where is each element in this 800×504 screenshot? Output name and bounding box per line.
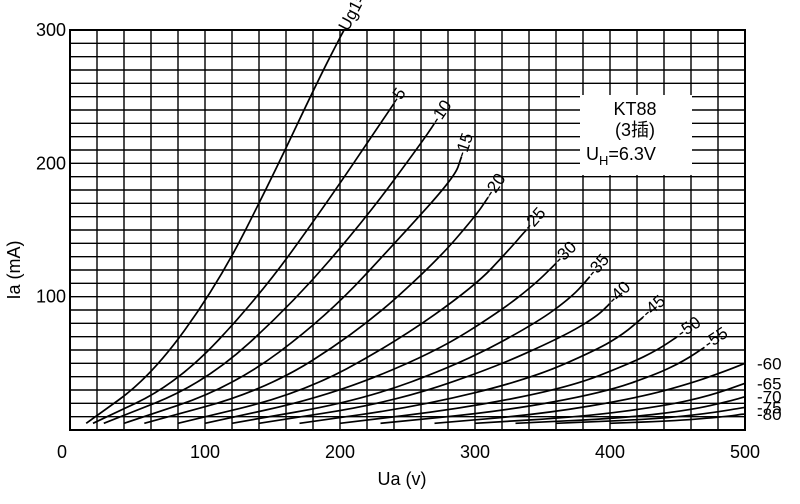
curve-label: -20 — [480, 170, 509, 201]
x-tick-label: 400 — [595, 442, 625, 462]
curve-label: -40 — [603, 277, 634, 308]
curve-labels: Ug1=0V-5-10-15-20-25-30 -35-40 -45-50-55-6… — [335, 0, 782, 424]
plot-frame — [69, 29, 746, 431]
series-curve — [515, 395, 746, 425]
tick-labels: 100 200 300 400 500 100 200 300 0 — [36, 20, 760, 462]
series-curve — [103, 122, 436, 425]
series-curve — [474, 382, 746, 425]
series-curve — [204, 262, 557, 425]
series-curve — [123, 156, 463, 425]
series-curve — [92, 102, 395, 425]
curve-label: -55 — [700, 323, 731, 352]
curves — [85, 29, 746, 425]
curve-label: Ug1=0V — [335, 0, 381, 34]
series-curve — [609, 413, 746, 425]
series-curve — [144, 195, 490, 425]
y-tick-label: 100 — [36, 287, 66, 307]
origin-label: 0 — [57, 442, 67, 462]
pin-note: (3插) — [615, 120, 655, 140]
series-curve — [555, 406, 746, 425]
x-tick-label: 100 — [190, 442, 220, 462]
curve-label: -15 — [451, 131, 477, 160]
x-tick-label: 300 — [460, 442, 490, 462]
series-curve — [339, 335, 679, 425]
series-curve — [380, 346, 705, 425]
curve-label: -70 — [757, 388, 782, 407]
series-curve — [177, 229, 528, 425]
series-curve — [258, 302, 611, 425]
tube-annotation: KT88 (3插) UH=6.3V — [580, 95, 692, 175]
x-tick-label: 500 — [730, 442, 760, 462]
tube-model: KT88 — [613, 99, 656, 119]
curve-label: -5 — [386, 84, 410, 107]
curve-label: -35 — [582, 250, 612, 281]
series-curve — [299, 315, 645, 425]
curve-label: -80 — [757, 405, 782, 424]
curve-label: -65 — [757, 374, 782, 393]
curve-label: -50 — [673, 313, 704, 342]
x-tick-label: 200 — [325, 442, 355, 462]
series-curve — [434, 362, 746, 425]
y-tick-label: 200 — [36, 153, 66, 173]
curve-label: -75 — [757, 398, 782, 417]
y-axis-title: Ia (mA) — [4, 240, 24, 299]
y-tick-label: 300 — [36, 20, 66, 40]
curve-label: -60 — [757, 354, 782, 373]
series-curve — [85, 29, 345, 424]
x-axis-title: Ua (v) — [378, 469, 427, 489]
series-curve — [231, 276, 591, 425]
curve-label: -30 — [549, 237, 580, 268]
heater-voltage: UH=6.3V — [586, 144, 656, 168]
